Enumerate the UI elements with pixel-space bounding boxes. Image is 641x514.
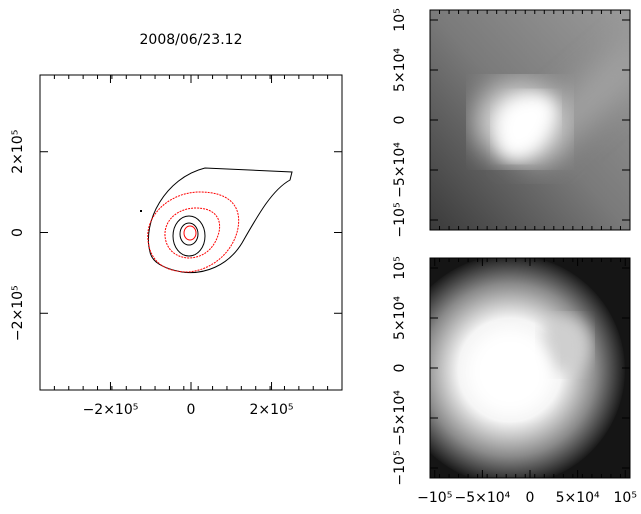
y-tick-label: −5×10⁴ xyxy=(392,142,408,198)
axes: 2008/06/23.12 −2×10⁵ 0 2×10⁵ −2×10⁵ 0 2×10⁵ −10… xyxy=(10,8,637,506)
contour xyxy=(147,191,240,273)
y-tick-label: 10⁵ xyxy=(392,8,408,31)
y-tick-label: −10⁵ xyxy=(392,202,408,237)
contour xyxy=(183,225,197,241)
y-tick-label: −5×10⁴ xyxy=(392,390,408,446)
contour xyxy=(148,167,293,274)
y-tick-label: 5×10⁴ xyxy=(392,48,408,92)
image-top xyxy=(430,10,630,230)
chart-title: 2008/06/23.12 xyxy=(140,32,243,48)
image-bottom xyxy=(430,258,630,478)
x-tick-label: 0 xyxy=(526,490,535,506)
contour xyxy=(164,207,221,259)
x-tick-label: −2×10⁵ xyxy=(83,402,139,418)
y-tick-label: 0 xyxy=(392,364,408,373)
contour xyxy=(179,222,199,246)
y-tick-label: 0 xyxy=(392,116,408,125)
x-tick-label: 10⁵ xyxy=(614,490,637,506)
contour xyxy=(140,210,142,212)
y-tick-label: 0 xyxy=(10,228,26,237)
x-tick-label: −5×10⁴ xyxy=(454,490,510,506)
x-tick-label: −10⁵ xyxy=(417,490,452,506)
plot-frame xyxy=(39,74,343,391)
x-tick-label: 2×10⁵ xyxy=(249,402,293,418)
y-tick-label: −2×10⁵ xyxy=(10,285,26,341)
contours xyxy=(140,167,293,274)
contour xyxy=(172,215,206,257)
x-tick-label: 0 xyxy=(187,402,196,418)
x-tick-label: 5×10⁴ xyxy=(556,490,600,506)
y-tick-label: 10⁵ xyxy=(392,256,408,279)
y-tick-label: 5×10⁴ xyxy=(392,296,408,340)
y-tick-label: −10⁵ xyxy=(392,450,408,485)
y-tick-label: 2×10⁵ xyxy=(10,130,26,174)
